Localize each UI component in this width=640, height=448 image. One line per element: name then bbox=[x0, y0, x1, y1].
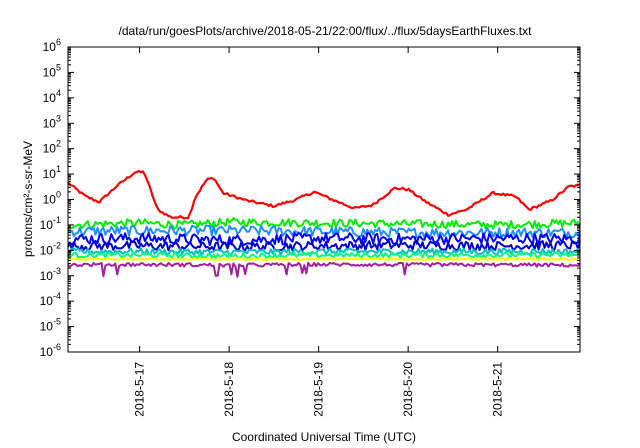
x-tick-label: 2018-5-18 bbox=[222, 362, 236, 417]
y-tick-label: 106 bbox=[43, 37, 61, 54]
plot-frame bbox=[67, 46, 581, 353]
y-tick-label: 103 bbox=[43, 113, 61, 130]
y-tick-label: 10-5 bbox=[40, 317, 61, 334]
x-tick-label: 2018-5-19 bbox=[312, 362, 326, 417]
y-tick-label: 10-2 bbox=[40, 240, 61, 257]
y-tick-label: 10-4 bbox=[40, 291, 61, 308]
y-tick-label: 101 bbox=[43, 164, 61, 181]
series-line-3 bbox=[67, 224, 581, 239]
y-tick-label: 100 bbox=[43, 190, 61, 207]
y-tick-label: 10-1 bbox=[40, 215, 61, 232]
x-axis: 2018-5-17 2018-5-18 2018-5-19 2018-5-20 2018… bbox=[133, 47, 505, 417]
series-line-5 bbox=[67, 240, 581, 252]
y-axis: 10-6 10-5 10-4 10-3 10-2 10-1 100 101 102 103 104 1… bbox=[40, 37, 580, 359]
series-line-6 bbox=[67, 247, 581, 257]
chart-title: /data/run/goesPlots/archive/2018-05-21/2… bbox=[119, 24, 533, 38]
series-line-9 bbox=[67, 261, 581, 278]
x-axis-label: Coordinated Universal Time (UTC) bbox=[232, 430, 416, 444]
x-tick-label: 2018-5-17 bbox=[133, 362, 147, 417]
y-tick-label: 104 bbox=[43, 88, 61, 105]
series-line-7 bbox=[67, 251, 581, 260]
y-axis-label: protons/cm²-s-sr-MeV bbox=[21, 141, 35, 257]
y-tick-label: 10-3 bbox=[40, 266, 61, 283]
y-tick-label: 105 bbox=[43, 62, 61, 79]
series-line-1 bbox=[67, 169, 580, 220]
series-line-4 bbox=[67, 232, 581, 247]
x-tick-label: 2018-5-21 bbox=[491, 362, 505, 417]
y-tick-label: 102 bbox=[43, 139, 61, 156]
y-tick-label: 10-6 bbox=[40, 342, 61, 359]
series-line-2 bbox=[67, 217, 581, 230]
x-tick-label: 2018-5-20 bbox=[401, 362, 415, 417]
series-line-8 bbox=[67, 257, 581, 261]
series-layer bbox=[67, 169, 581, 278]
